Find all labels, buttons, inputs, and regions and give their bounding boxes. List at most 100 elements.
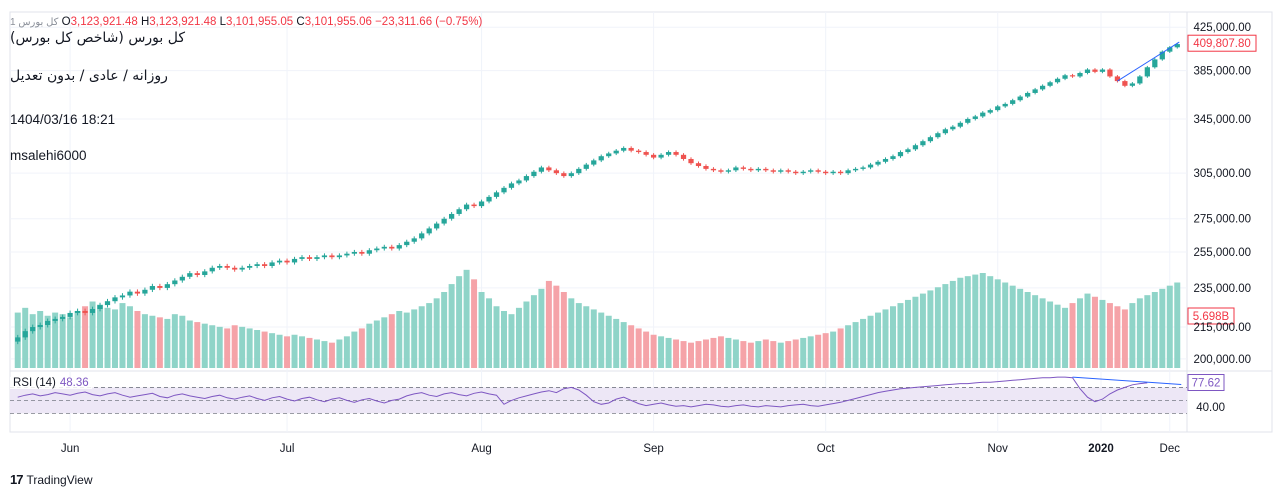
candle-body: [613, 150, 619, 154]
rsi-legend[interactable]: RSI (14) 48.36: [10, 377, 92, 389]
volume-bar: [486, 298, 493, 368]
volume-bar: [388, 314, 395, 368]
volume-bar: [583, 306, 590, 368]
candle-body: [74, 310, 81, 313]
volume-bar: [239, 326, 246, 368]
tradingview-logo[interactable]: 17 TradingView: [10, 472, 93, 487]
volume-bar: [1159, 288, 1166, 368]
candle-body: [149, 286, 156, 290]
volume-bar: [52, 312, 59, 368]
candle-body: [37, 324, 43, 328]
candle-body: [239, 267, 245, 270]
volume-bar: [560, 292, 567, 368]
volume-bar: [695, 341, 702, 368]
candle-body: [1114, 76, 1121, 82]
candle-body: [89, 308, 96, 313]
candle-body: [329, 255, 335, 258]
rsi-tick-label: 40.00: [1196, 402, 1225, 414]
volume-bar: [650, 334, 657, 368]
candle-body: [950, 126, 956, 130]
volume-bar: [545, 280, 552, 368]
candle-body: [703, 166, 709, 169]
candle-body: [45, 320, 51, 325]
candle-body: [306, 257, 313, 259]
candle-body: [987, 110, 993, 113]
volume-bar: [830, 331, 837, 368]
candle-body: [97, 305, 103, 309]
price-badge: 409,807.80: [1193, 38, 1251, 50]
chart-datetime: 1404/03/16 18:21: [10, 112, 116, 127]
volume-bar: [1136, 298, 1143, 368]
candle-body: [172, 280, 178, 285]
candle-body: [426, 228, 432, 234]
candle-body: [276, 260, 283, 263]
candle-body: [1174, 44, 1180, 48]
volume-bar: [867, 315, 874, 368]
volume-bar: [373, 320, 380, 368]
candle-body: [1062, 75, 1068, 79]
candle-body: [157, 286, 163, 288]
candle-body: [800, 171, 806, 174]
tradingview-brand: TradingView: [26, 472, 93, 487]
price-badge-box: [1187, 34, 1257, 52]
candle-body: [1159, 51, 1165, 60]
volume-bar: [845, 325, 852, 368]
volume-bar: [553, 285, 560, 368]
volume-bar: [1077, 298, 1084, 368]
candle-body: [1084, 69, 1091, 73]
volume-bar: [1166, 285, 1173, 368]
candle-body: [179, 276, 185, 281]
candle-body: [187, 273, 193, 277]
candle-body: [621, 147, 627, 151]
candle-body: [127, 291, 133, 296]
volume-bar: [620, 322, 627, 368]
price-tick-label: 345,000.00: [1193, 114, 1251, 126]
candle-body: [576, 168, 582, 174]
chart-frame: [9, 11, 1273, 433]
volume-bar: [897, 303, 904, 368]
volume-bar: [837, 328, 844, 368]
candle-body: [449, 213, 455, 219]
candle-body: [217, 265, 223, 268]
volume-bar: [598, 312, 605, 368]
volume-bar: [530, 295, 537, 368]
candle-body: [119, 295, 126, 298]
volume-bar: [1144, 295, 1151, 368]
candle-body: [815, 170, 821, 172]
volume-bar: [328, 342, 335, 368]
volume-bar: [134, 311, 141, 368]
candle-body: [972, 116, 978, 119]
candle-body: [531, 171, 537, 177]
candle-body: [1107, 69, 1113, 77]
volume-bar: [343, 336, 350, 368]
candle-body: [30, 327, 36, 332]
candle-body: [247, 265, 253, 268]
candle-body: [142, 289, 148, 294]
volume-bar: [613, 318, 620, 368]
volume-bar: [1047, 301, 1054, 368]
volume-bar: [1084, 293, 1091, 368]
candle-body: [658, 154, 664, 158]
volume-bar: [126, 306, 133, 368]
candle-body: [882, 158, 889, 162]
time-tick-label: Oct: [817, 443, 836, 455]
candle-body: [1069, 75, 1076, 77]
candle-body: [471, 204, 477, 207]
rsi-badge: 77.62: [1192, 378, 1221, 390]
volume-bar: [575, 303, 582, 368]
volume-bar: [463, 269, 470, 368]
volume-bar: [822, 333, 829, 368]
candle-body: [321, 255, 328, 258]
volume-bar: [396, 311, 403, 368]
candle-body: [1137, 76, 1143, 84]
volume-bar: [299, 336, 306, 368]
volume-bar: [1032, 295, 1039, 368]
volume-bar: [82, 306, 89, 368]
ohlc-readout: 1 کل بورس O3,123,921.48 H3,123,921.48 L3…: [10, 16, 482, 28]
volume-bar: [111, 309, 118, 368]
candle-body: [351, 251, 357, 254]
candle-body: [134, 291, 141, 294]
volume-bar: [994, 279, 1001, 368]
rsi-line: [17, 376, 1148, 408]
